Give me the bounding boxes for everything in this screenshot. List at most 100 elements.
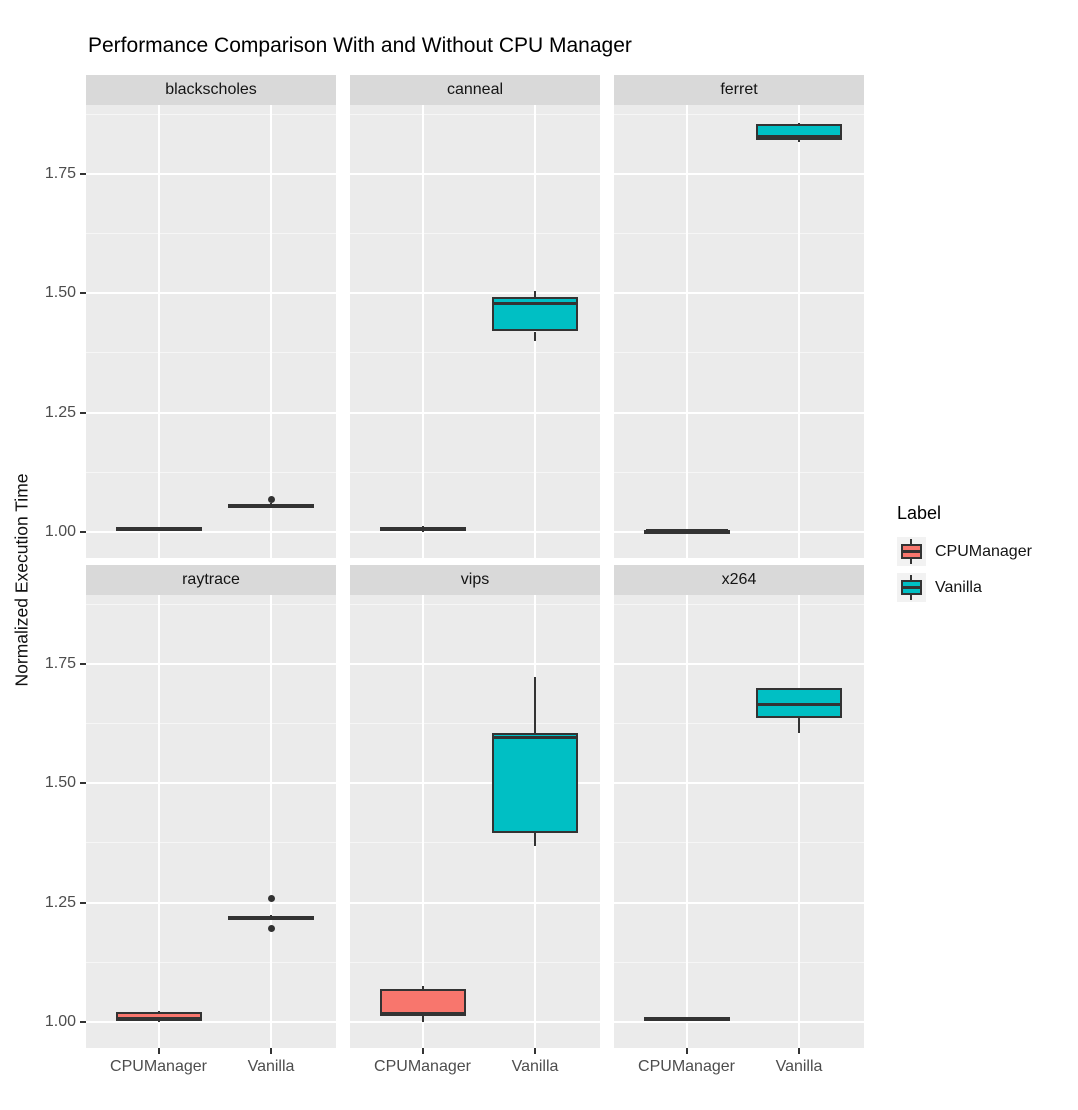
gridline-vertical [157,595,160,1048]
median-line [381,527,464,531]
gridline-minor [350,114,600,116]
gridline-minor [86,842,336,844]
outlier-point [267,495,275,503]
legend-item-cpumanager: CPUManager [897,537,1032,566]
lower-whisker [421,1016,424,1022]
gridline-major [350,292,600,295]
outlier-point [267,924,275,932]
gridline-minor [614,723,864,725]
y-axis-tick [80,530,86,533]
gridline-vertical [421,595,424,1048]
lower-whisker [798,139,800,142]
x-axis-tick [157,1048,160,1054]
y-tick-label: 1.25 [44,403,76,421]
y-axis-tick [80,901,86,904]
facet-panel-canneal [350,105,600,558]
gridline-minor [614,471,864,473]
gridline-major [350,1020,600,1023]
y-tick-label: 1.25 [44,893,76,911]
y-tick-label: 1.00 [44,522,76,540]
gridline-major [350,173,600,176]
median-line [758,702,840,706]
upper-whisker [421,986,424,990]
lower-whisker [157,1020,160,1022]
facet-strip-canneal: canneal [350,75,600,105]
median-line [381,1012,464,1016]
legend-item-vanilla: Vanilla [897,573,1032,602]
median-line [494,736,576,740]
x-axis-tick [421,1048,424,1054]
facet-panel-x264 [614,595,864,1048]
gridline-vertical [270,105,272,558]
legend-label: Vanilla [935,578,982,596]
median-line [117,527,200,531]
gridline-vertical [157,105,160,558]
median-line [117,1016,200,1020]
gridline-vertical [270,595,272,1048]
gridline-major [350,530,600,533]
median-glyph [903,586,920,589]
y-tick-label: 1.50 [44,284,76,302]
gridline-minor [86,723,336,725]
facet-panel-raytrace [86,595,336,1048]
upper-whisker [798,122,800,124]
facet-panel-blackscholes [86,105,336,558]
gridline-major [86,1020,336,1023]
x-axis-tick [685,1048,688,1054]
facet-strip-ferret: ferret [614,75,864,105]
facet-strip-label: canneal [446,81,504,98]
outlier-point [267,895,275,903]
gridline-major [350,411,600,414]
gridline-major [614,530,864,533]
gridline-minor [614,961,864,963]
y-axis-tick [80,663,86,666]
facet-strip-label: blackscholes [165,81,257,98]
gridline-major [86,292,336,295]
facet-strip-raytrace: raytrace [86,565,336,595]
facet-panel-vips [350,595,600,1048]
facet-strip-vips: vips [350,565,600,595]
gridline-minor [350,723,600,725]
gridline-major [86,663,336,666]
gridline-minor [86,604,336,606]
y-tick-label: 1.75 [44,165,76,183]
upper-whisker [270,503,272,505]
gridline-major [86,782,336,785]
gridline-major [350,782,600,785]
y-tick-label: 1.75 [44,655,76,673]
gridline-minor [86,352,336,354]
gridline-minor [350,471,600,473]
x-tick-label: Vanilla [247,1058,295,1075]
median-line [645,528,728,532]
gridline-major [614,663,864,666]
gridline-minor [614,233,864,235]
x-tick-label: CPUManager [638,1058,735,1075]
gridline-major [614,782,864,785]
y-axis-tick [80,173,86,176]
boxplot-key-icon [897,537,926,566]
gridline-vertical [685,105,688,558]
gridline-minor [86,471,336,473]
lower-whisker [421,530,424,532]
gridline-vertical [798,595,800,1048]
legend-label: CPUManager [935,542,1032,560]
gridline-minor [86,233,336,235]
x-axis-tick [798,1048,800,1054]
x-tick-label: Vanilla [511,1058,559,1075]
gridline-vertical [798,105,800,558]
gridline-minor [350,352,600,354]
gridline-major [614,173,864,176]
median-line [230,915,312,919]
gridline-minor [86,114,336,116]
facet-strip-label: raytrace [182,571,240,588]
chart-title: Performance Comparison With and Without … [88,34,632,57]
legend-title: Label [897,503,942,523]
median-glyph [903,550,920,553]
x-axis-tick [270,1048,272,1054]
y-axis-tick [80,782,86,785]
y-axis-tick [80,292,86,295]
box-cpumanager [379,989,466,1017]
gridline-minor [350,233,600,235]
median-line [494,302,576,306]
